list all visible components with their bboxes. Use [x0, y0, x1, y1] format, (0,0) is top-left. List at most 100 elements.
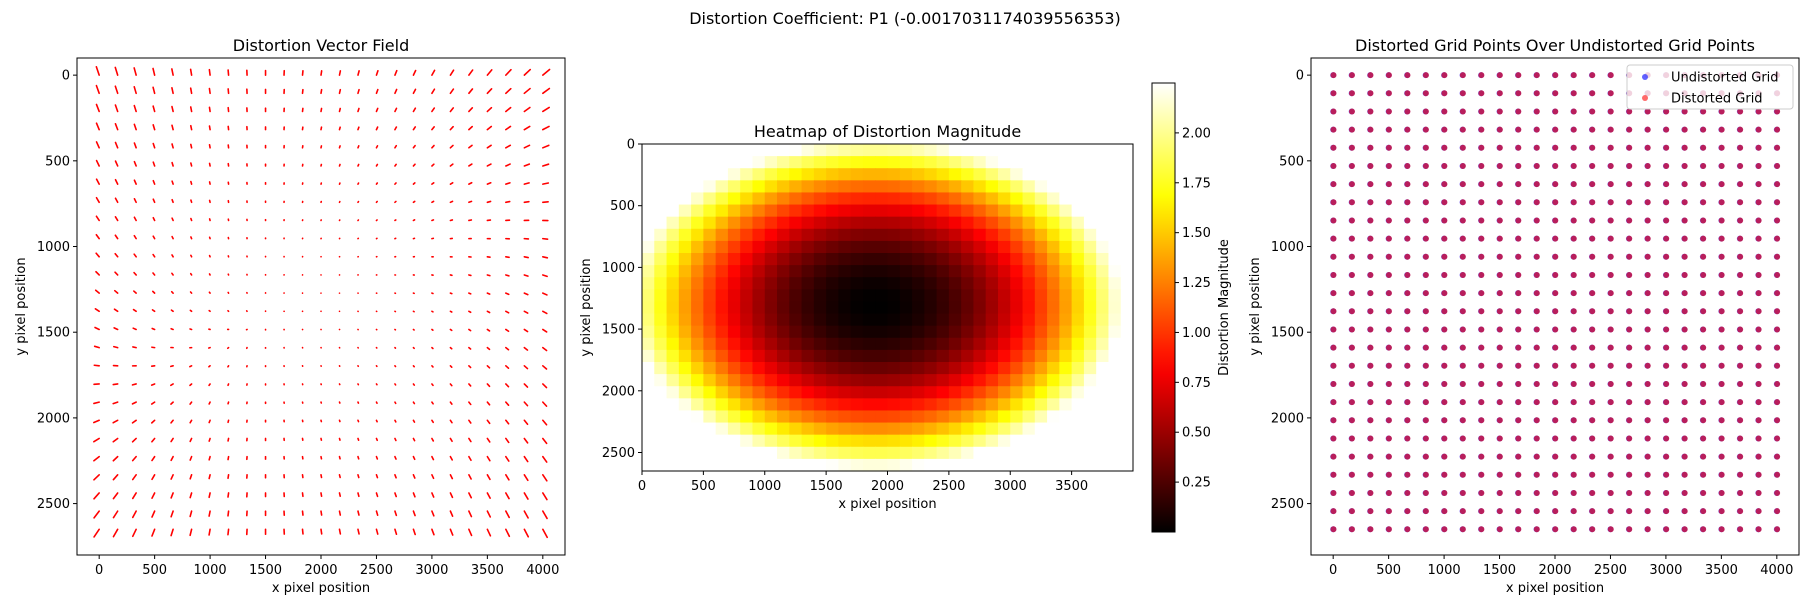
heatmap-cell — [875, 398, 889, 412]
quiver-arrow — [150, 401, 156, 405]
heatmap-cell — [678, 289, 692, 303]
heatmap-cell — [912, 374, 925, 387]
quiver-arrow — [394, 88, 398, 95]
quiver-arrow — [133, 142, 137, 149]
heatmap-cell — [801, 458, 815, 472]
quiver-arrow — [171, 68, 174, 76]
heatmap-cell — [1083, 156, 1097, 169]
quiver-arrow — [189, 455, 193, 461]
heatmap-cell — [654, 301, 668, 315]
heatmap-cell — [1059, 398, 1073, 412]
scatter-point-distorted — [1718, 326, 1725, 333]
heatmap-cell — [1047, 422, 1060, 436]
scatter-point-distorted — [1718, 144, 1725, 151]
quiver-ytick-label: 2500 — [37, 497, 70, 512]
chart-grid-scatter: 0 500 1000 1500 2000 2500 3000 3500 400005001000… — [1248, 36, 1800, 596]
scatter-point-distorted — [1367, 217, 1374, 224]
heatmap-cell — [850, 337, 864, 351]
scatter-point-distorted — [1552, 399, 1559, 406]
heatmap-cell — [985, 349, 999, 363]
heatmap-cell — [1108, 289, 1122, 303]
heatmap-cell — [703, 410, 717, 424]
heatmap-cell — [838, 458, 852, 472]
heatmap-cell — [801, 192, 815, 206]
scatter-point-distorted — [1330, 181, 1337, 188]
heatmap-cell — [1010, 144, 1024, 157]
heatmap-cell — [961, 301, 975, 315]
quiver-arrow — [131, 492, 137, 500]
heatmap-cell — [801, 313, 815, 327]
scatter-point-distorted — [1478, 326, 1485, 333]
quiver-arrow — [449, 200, 454, 204]
quiver-arrow — [151, 437, 156, 443]
scatter-point-distorted — [1644, 362, 1651, 369]
scatter-point-distorted — [1459, 344, 1466, 351]
heatmap-cell — [1083, 422, 1097, 436]
heatmap-cell — [899, 398, 913, 412]
scatter-ytick-label: 2500 — [1271, 497, 1304, 512]
scatter-point-distorted — [1459, 435, 1466, 442]
scatter-point-distorted — [1385, 380, 1392, 387]
heatmap-cell — [850, 458, 864, 472]
heatmap-cell — [642, 168, 655, 181]
scatter-point-distorted — [1533, 72, 1540, 79]
heatmap-cell — [924, 192, 938, 206]
heatmap-cell — [715, 144, 729, 157]
quiver-arrow — [375, 455, 379, 460]
heatmap-cell — [985, 313, 999, 327]
scatter-point-distorted — [1533, 235, 1540, 242]
heatmap-cell — [666, 325, 680, 339]
scatter-point-distorted — [1367, 508, 1374, 515]
heatmap-cell — [801, 253, 815, 266]
scatter-point-distorted — [1385, 471, 1392, 478]
heatmap-cell — [764, 301, 778, 315]
heatmap-cell — [1083, 434, 1097, 448]
quiver-arrow — [208, 419, 211, 424]
quiver-arrow — [394, 401, 397, 405]
quiver-arrow — [394, 455, 397, 460]
quiver-ytick-label: 1500 — [37, 326, 70, 341]
heatmap-cell — [850, 325, 864, 339]
heatmap-cell — [1059, 204, 1073, 218]
quiver-arrow — [189, 291, 193, 294]
quiver-arrow — [412, 144, 416, 149]
scatter-point-distorted — [1663, 508, 1670, 515]
heatmap-cell — [678, 349, 692, 363]
scatter-point-distorted — [1570, 253, 1577, 260]
quiver-arrow — [133, 253, 137, 258]
scatter-point-distorted — [1755, 453, 1762, 460]
scatter-point-distorted — [1626, 271, 1633, 278]
quiver-arrow — [523, 68, 532, 76]
scatter-point-distorted — [1385, 290, 1392, 297]
scatter-point-distorted — [1348, 453, 1355, 460]
quiver-arrow — [95, 103, 100, 113]
scatter-point-distorted — [1718, 489, 1725, 496]
quiver-arrow — [170, 419, 174, 424]
quiver-arrow — [151, 290, 156, 294]
scatter-point-distorted — [1589, 362, 1596, 369]
scatter-point-distorted — [1385, 526, 1392, 533]
heatmap-cell — [850, 446, 864, 460]
scatter-point-distorted — [1348, 235, 1355, 242]
scatter-point-distorted — [1552, 435, 1559, 442]
scatter-point-distorted — [1552, 90, 1559, 97]
quiver-ytick-label: 2000 — [37, 411, 70, 426]
heatmap-cell — [703, 216, 717, 230]
quiver-arrow — [468, 106, 474, 113]
heatmap-cell — [936, 144, 950, 157]
heatmap-cell — [1083, 277, 1097, 290]
scatter-xtick-label: 3500 — [1705, 563, 1738, 578]
scatter-point-distorted — [1459, 471, 1466, 478]
heatmap-cell — [727, 277, 741, 290]
heatmap-cell — [678, 144, 692, 157]
scatter-point-distorted — [1589, 489, 1596, 496]
heatmap-cell — [1108, 313, 1122, 327]
heatmap-cell — [703, 325, 717, 339]
scatter-point-distorted — [1533, 399, 1540, 406]
quiver-arrow — [542, 510, 548, 520]
scatter-point-distorted — [1330, 435, 1337, 442]
heatmap-cell — [997, 398, 1011, 412]
heatmap-cell — [875, 349, 889, 363]
scatter-point-distorted — [1774, 235, 1781, 242]
heatmap-cell — [862, 168, 876, 181]
